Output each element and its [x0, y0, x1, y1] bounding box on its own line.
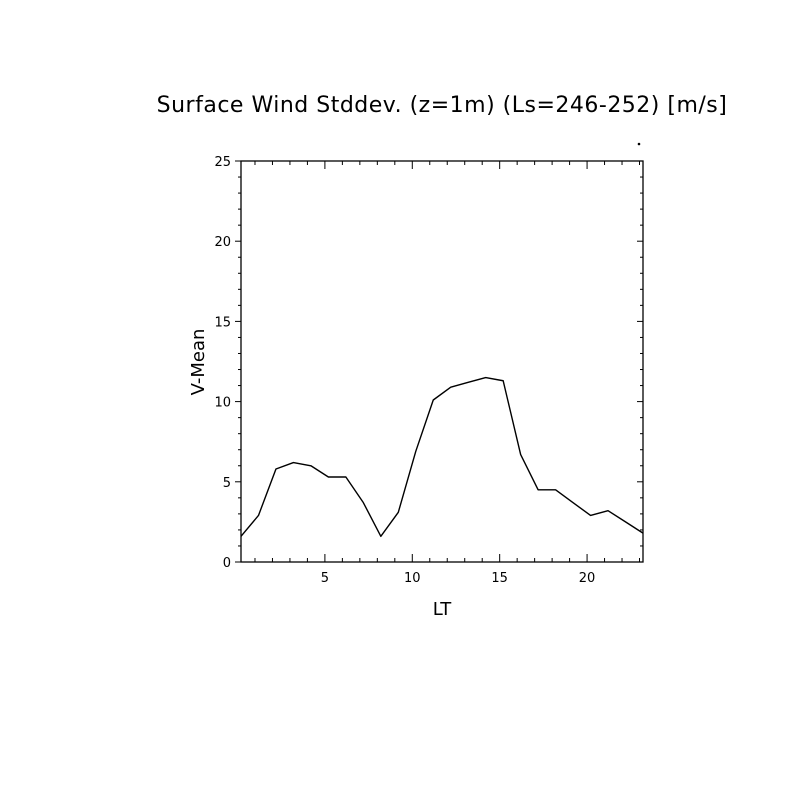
y-tick-label: 5	[223, 476, 231, 491]
y-axis-tick-labels: 0 5 10 15 20 25	[214, 155, 231, 571]
data-point	[467, 381, 469, 383]
data-point	[327, 476, 329, 478]
y-tick-label: 20	[214, 235, 231, 250]
data-point	[484, 376, 486, 378]
marker-dot	[637, 142, 641, 146]
y-tick-label: 0	[223, 556, 231, 571]
plot-frame	[240, 160, 644, 563]
data-point	[554, 489, 556, 491]
y-tick-label: 25	[214, 155, 231, 170]
data-point	[275, 468, 277, 470]
data-point	[397, 511, 399, 513]
data-point	[572, 501, 574, 503]
data-point	[519, 453, 521, 455]
data-point	[537, 489, 539, 491]
data-point	[607, 509, 609, 511]
chart-title: Surface Wind Stddev. (z=1m) (Ls=246-252)…	[157, 93, 728, 118]
data-point	[240, 535, 242, 537]
y-tick-label: 10	[214, 396, 231, 411]
x-axis-tick-labels: 5 10 15 20	[321, 571, 596, 586]
x-axis-label: LT	[433, 599, 453, 620]
x-tick-label: 5	[321, 571, 329, 586]
y-axis-ticks	[235, 160, 643, 563]
y-tick-label: 15	[214, 315, 231, 330]
x-tick-label: 15	[491, 571, 508, 586]
data-point	[432, 399, 434, 401]
data-point	[589, 514, 591, 516]
data-point	[345, 476, 347, 478]
x-tick-label: 10	[404, 571, 421, 586]
x-tick-label: 20	[579, 571, 596, 586]
data-point	[624, 521, 626, 523]
data-point	[415, 450, 417, 452]
data-point	[310, 465, 312, 467]
series-points	[240, 376, 644, 537]
data-point	[502, 380, 504, 382]
data-point	[642, 532, 644, 534]
data-point	[362, 501, 364, 503]
data-point	[380, 535, 382, 537]
data-point	[292, 461, 294, 463]
x-axis-ticks	[254, 161, 641, 562]
series-line	[240, 376, 644, 538]
y-axis-label: V-Mean	[188, 329, 209, 396]
data-point	[450, 386, 452, 388]
data-point	[257, 514, 259, 516]
